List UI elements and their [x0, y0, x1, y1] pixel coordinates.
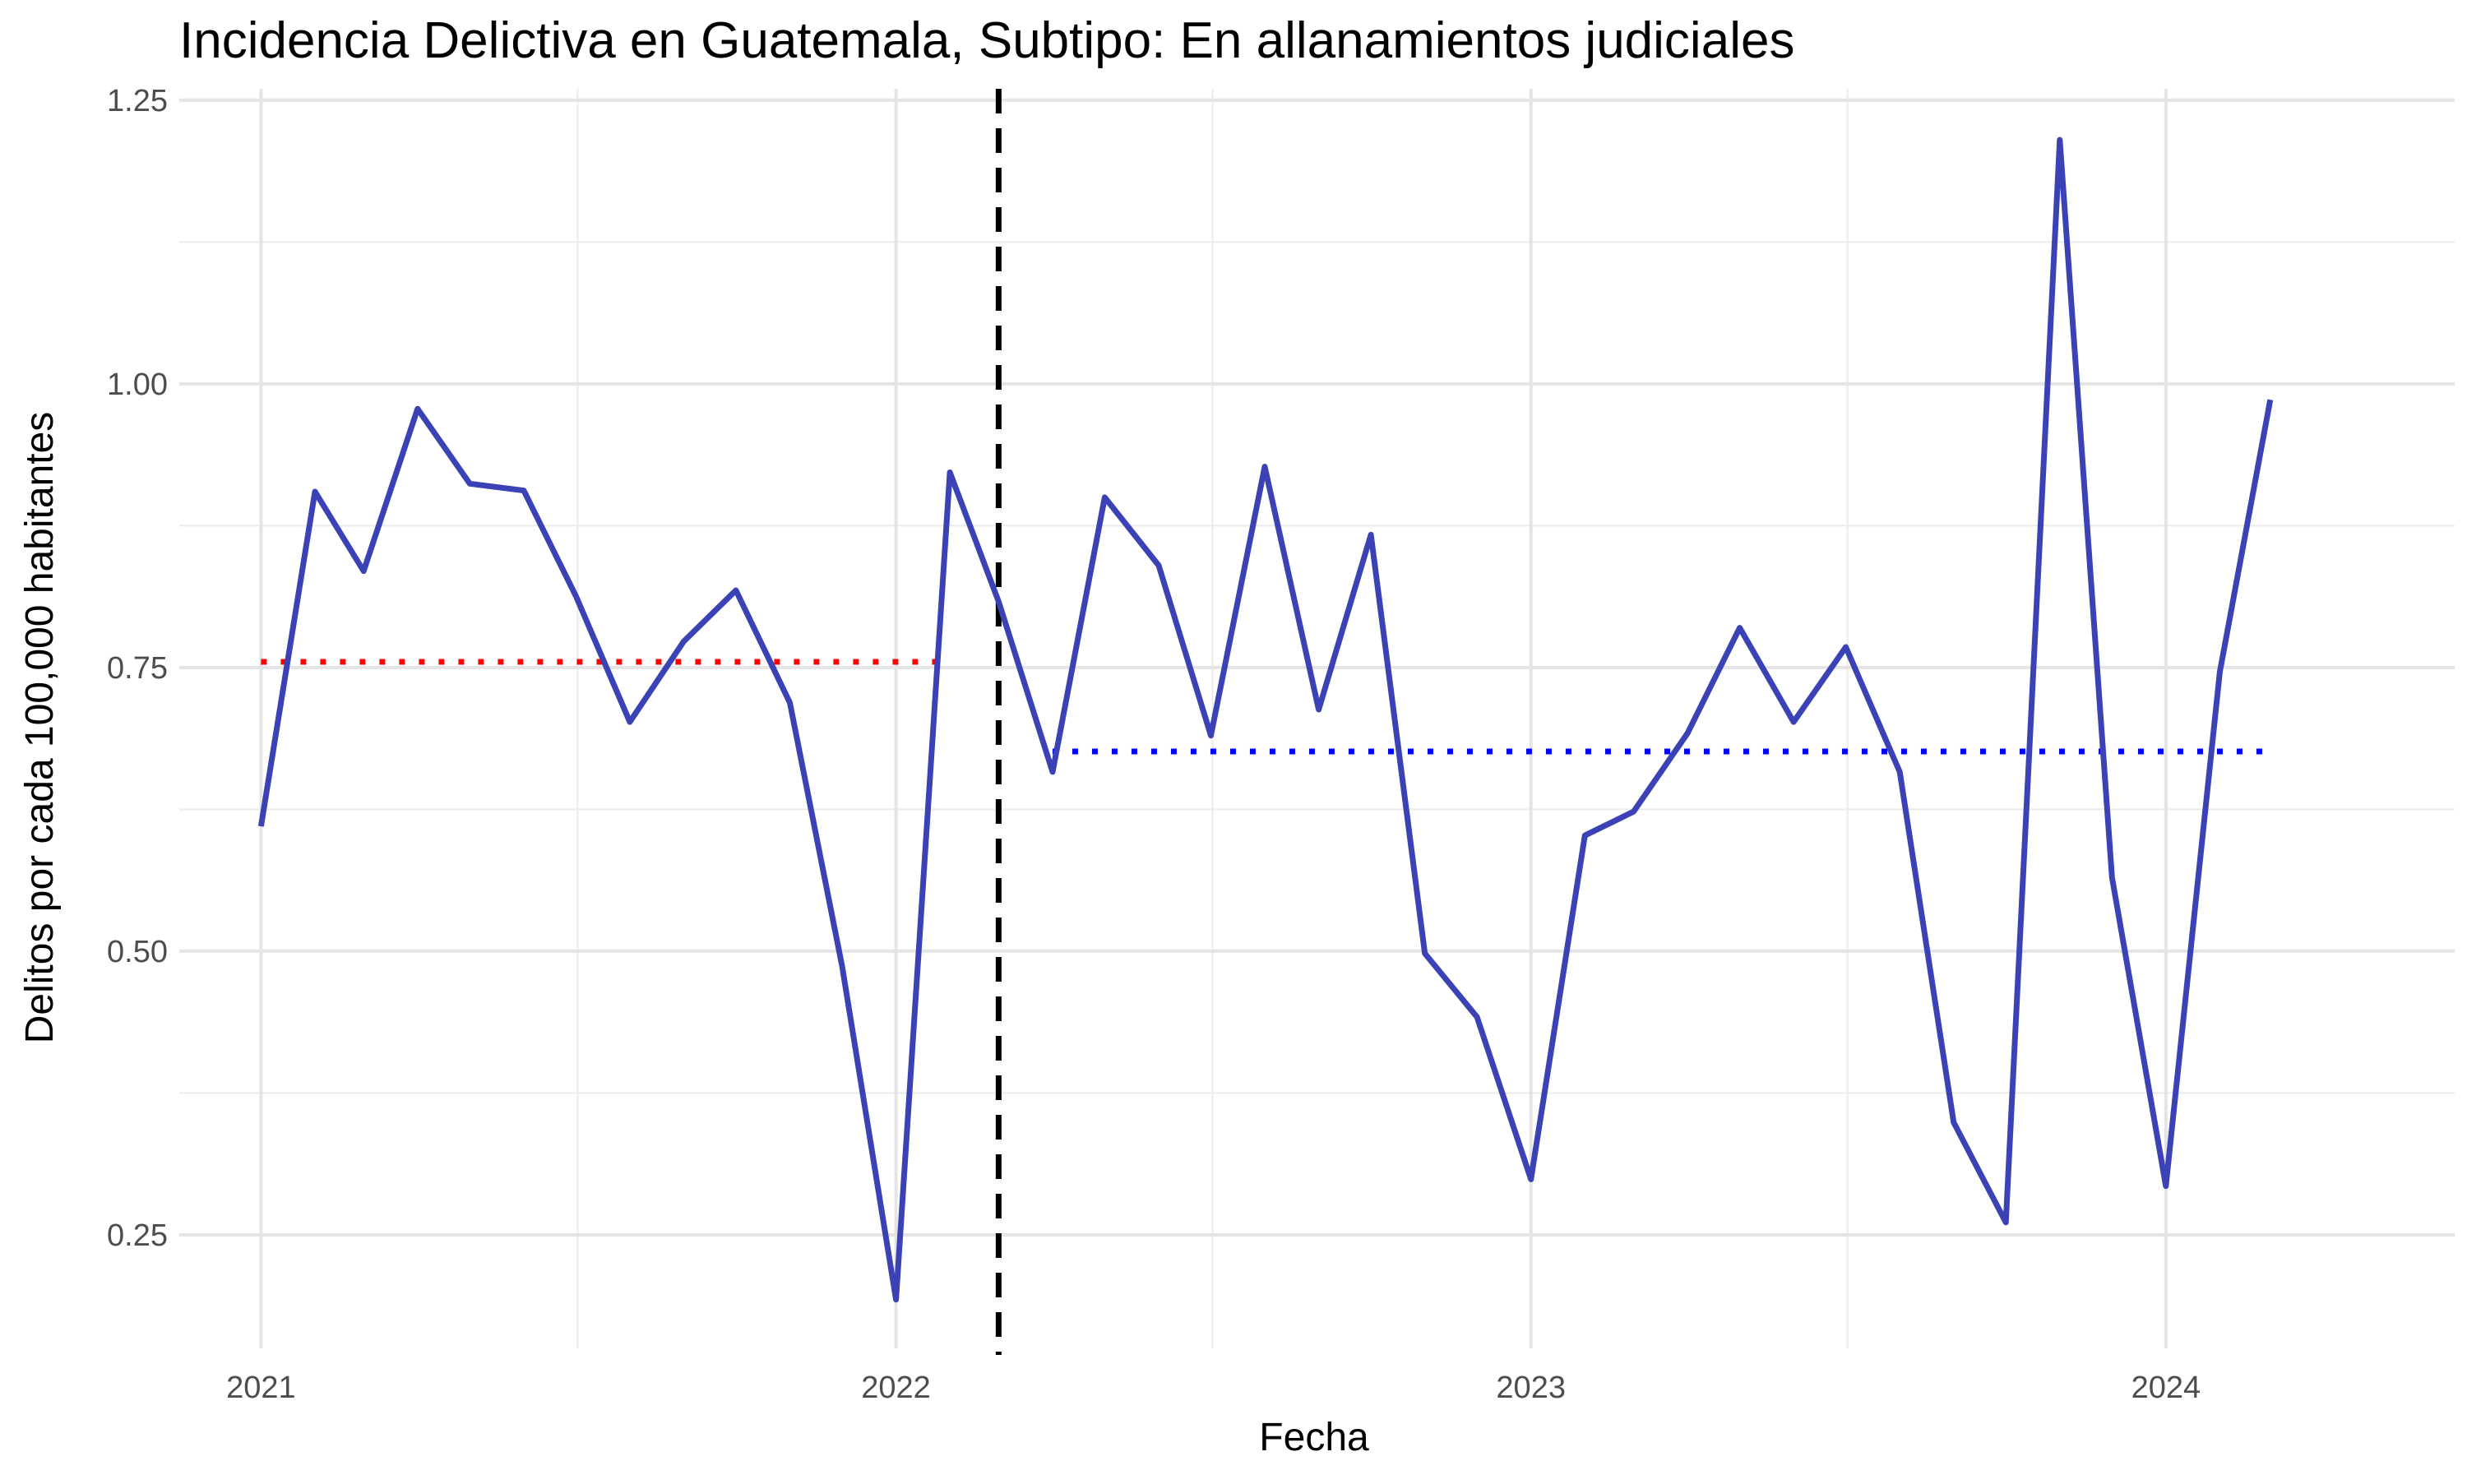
- x-axis-title: Fecha: [1259, 1416, 1369, 1459]
- series-group: [257, 136, 2274, 1303]
- chart-title: Incidencia Delictiva en Guatemala, Subti…: [179, 12, 1795, 69]
- reference-lines: [261, 89, 2270, 1355]
- x-tick-label: 2024: [2131, 1371, 2201, 1405]
- y-tick-label: 0.50: [107, 935, 168, 969]
- x-tick-label: 2021: [226, 1371, 296, 1405]
- x-tick-label: 2022: [861, 1371, 931, 1405]
- series-line: [257, 136, 2274, 1303]
- y-tick-labels: 0.25 0.50 0.75 1.00 1.25: [107, 84, 168, 1253]
- y-axis-title: Delitos por cada 100,000 habitantes: [18, 412, 62, 1044]
- x-tick-label: 2023: [1496, 1371, 1566, 1405]
- y-tick-label: 1.25: [107, 84, 168, 118]
- y-tick-label: 1.00: [107, 368, 168, 402]
- x-tick-labels: 2021 2022 2023 2024: [226, 1371, 2201, 1405]
- grid-minor: [179, 89, 2455, 1348]
- grid-major: [179, 89, 2455, 1348]
- y-tick-label: 0.25: [107, 1218, 168, 1253]
- y-tick-label: 0.75: [107, 651, 168, 686]
